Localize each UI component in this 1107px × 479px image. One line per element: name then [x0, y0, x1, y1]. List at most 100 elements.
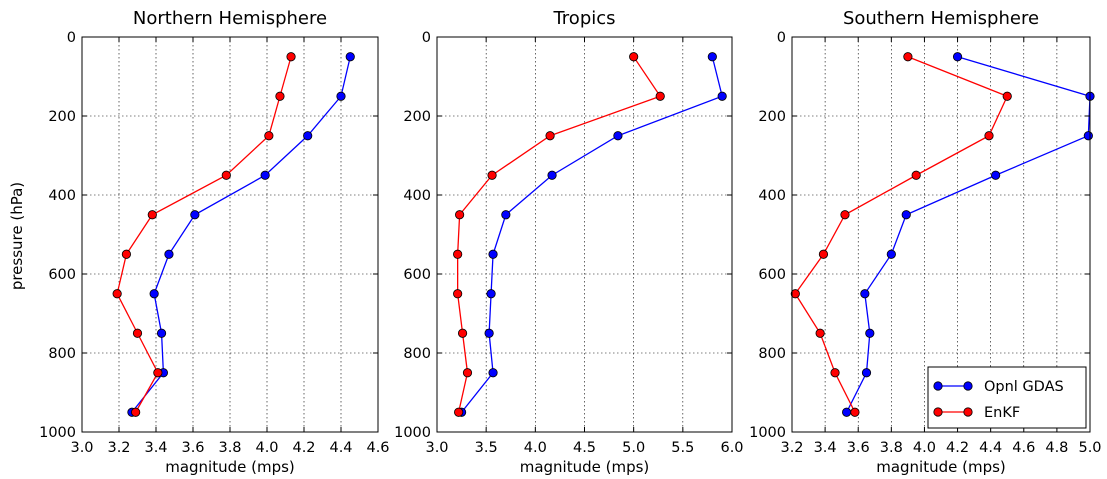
data-point-opnl-gdas — [488, 249, 498, 259]
data-point-opnl-gdas — [164, 249, 174, 259]
x-tick-label: 3.8 — [218, 440, 241, 456]
data-point-enkf — [818, 249, 829, 259]
data-point-enkf — [545, 131, 555, 141]
data-point-enkf — [121, 249, 132, 259]
x-tick-label: 4.6 — [366, 440, 389, 456]
legend-label-opnl-gdas: Opnl GDAS — [984, 379, 1064, 395]
series-line-enkf — [116, 56, 292, 413]
data-point-enkf — [629, 52, 639, 62]
data-point-opnl-gdas — [260, 170, 270, 180]
x-tick-label: 3.0 — [70, 440, 93, 456]
panel-title: Southern Hemisphere — [843, 8, 1039, 29]
x-axis-label: magnitude (mps) — [165, 458, 295, 476]
data-point-enkf — [132, 328, 143, 338]
x-tick-label: 5.0 — [622, 440, 645, 456]
data-point-opnl-gdas — [952, 52, 963, 62]
y-tick-label: 400 — [403, 188, 431, 204]
data-point-enkf — [815, 328, 825, 338]
data-point-enkf — [221, 170, 231, 180]
y-tick-label: 800 — [758, 346, 786, 362]
data-point-enkf — [830, 368, 840, 378]
panel-northern-hemisphere: 3.0 3.2 3.4 3.6 3.8 4.0 4.2 4.4 4.6 0 200 400 600 800… — [39, 8, 389, 476]
x-tick-label: 3.2 — [780, 440, 803, 456]
data-point-opnl-gdas — [336, 91, 346, 101]
y-tick-label: 400 — [758, 188, 786, 204]
data-point-opnl-gdas — [842, 407, 852, 417]
legend-marker-opnl-gdas — [933, 381, 943, 391]
y-tick-label: 200 — [403, 109, 431, 125]
data-point-opnl-gdas — [303, 131, 313, 141]
x-tick-label: 3.8 — [880, 440, 903, 456]
x-tick-label: 5.5 — [671, 440, 694, 456]
data-point-opnl-gdas — [707, 52, 717, 62]
data-point-enkf — [903, 52, 913, 62]
x-tick-label: 4.2 — [946, 440, 969, 456]
legend-box — [927, 366, 1087, 429]
data-point-opnl-gdas — [501, 210, 511, 220]
panel-title: Tropics — [552, 8, 615, 29]
x-tick-label: 6.0 — [720, 440, 743, 456]
panels: 3.0 3.2 3.4 3.6 3.8 4.0 4.2 4.4 4.6 0 200 400 600 800… — [39, 8, 1101, 476]
y-tick-label: 0 — [67, 30, 76, 46]
data-point-opnl-gdas — [860, 289, 870, 299]
data-point-enkf — [850, 407, 860, 417]
y-tick-label: 800 — [403, 346, 431, 362]
y-tick-label: 0 — [777, 30, 786, 46]
legend-marker-enkf — [933, 407, 943, 417]
x-axis-label: magnitude (mps) — [876, 458, 1006, 476]
x-tick-label: 3.6 — [181, 440, 204, 456]
data-point-opnl-gdas — [861, 368, 872, 378]
data-point-enkf — [454, 407, 464, 417]
data-point-enkf — [264, 131, 274, 141]
plot-frame — [791, 36, 1091, 433]
x-tick-label: 5.0 — [1078, 440, 1101, 456]
y-tick-label: 200 — [48, 109, 76, 125]
data-point-enkf — [1002, 91, 1012, 101]
data-point-opnl-gdas — [717, 91, 727, 101]
series-line-opnl-gdas — [131, 56, 351, 413]
x-tick-label: 4.4 — [979, 440, 1002, 456]
y-tick-label: 1000 — [749, 425, 786, 441]
y-tick-label: 1000 — [39, 425, 76, 441]
x-tick-label: 3.4 — [814, 440, 837, 456]
y-axis-label: pressure (hPa) — [8, 182, 26, 290]
x-tick-label: 4.8 — [1045, 440, 1068, 456]
data-point-enkf — [790, 289, 800, 299]
data-point-enkf — [131, 407, 141, 417]
data-point-enkf — [457, 328, 468, 338]
y-tick-label: 1000 — [394, 425, 431, 441]
x-tick-label: 4.0 — [255, 440, 278, 456]
data-point-opnl-gdas — [149, 289, 159, 299]
y-tick-label: 0 — [422, 30, 431, 46]
data-point-enkf — [275, 91, 285, 101]
x-tick-label: 4.0 — [913, 440, 936, 456]
legend-label-enkf: EnKF — [984, 405, 1020, 421]
x-tick-label: 3.2 — [107, 440, 130, 456]
y-tick-label: 400 — [48, 188, 76, 204]
legend: Opnl GDAS EnKF — [927, 366, 1087, 429]
data-point-enkf — [112, 289, 122, 299]
data-point-opnl-gdas — [886, 249, 896, 259]
y-tick-label: 200 — [758, 109, 786, 125]
y-tick-label: 600 — [403, 267, 431, 283]
panel-title: Northern Hemisphere — [133, 8, 327, 29]
series-line-enkf — [794, 56, 1009, 413]
x-tick-label: 3.4 — [144, 440, 167, 456]
data-point-opnl-gdas — [865, 328, 875, 338]
data-point-opnl-gdas — [488, 368, 498, 378]
data-point-opnl-gdas — [991, 170, 1001, 180]
y-tick-label: 600 — [758, 267, 786, 283]
legend-marker-enkf — [963, 407, 973, 417]
data-point-opnl-gdas — [156, 328, 167, 338]
data-point-enkf — [286, 52, 296, 62]
x-tick-label: 3.0 — [425, 440, 448, 456]
x-tick-label: 4.2 — [292, 440, 315, 456]
x-tick-label: 4.4 — [329, 440, 352, 456]
data-point-enkf — [455, 210, 465, 220]
data-point-opnl-gdas — [345, 52, 355, 62]
data-point-opnl-gdas — [190, 210, 200, 220]
data-point-enkf — [840, 210, 850, 220]
y-tick-label: 600 — [48, 267, 76, 283]
data-point-enkf — [453, 289, 463, 299]
